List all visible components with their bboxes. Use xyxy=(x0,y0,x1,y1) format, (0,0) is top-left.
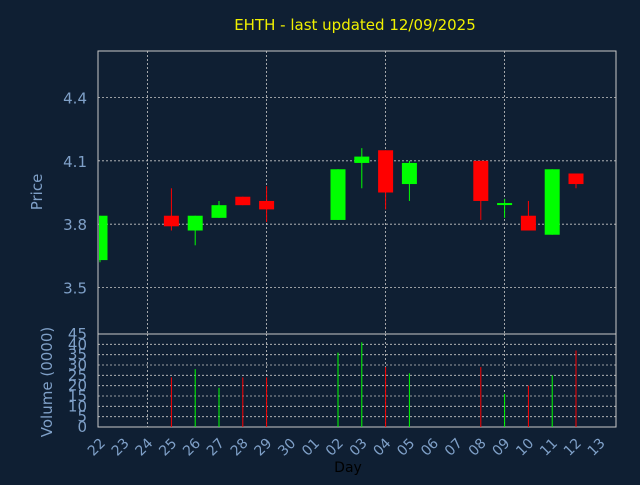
candle-body xyxy=(259,200,275,210)
volume-tick-label: 40 xyxy=(68,335,87,353)
volume-tick-label: 25 xyxy=(68,366,87,384)
volume-tick-label: 15 xyxy=(68,387,87,405)
candle-body xyxy=(568,173,584,185)
candles xyxy=(99,148,584,263)
volume-tick-label: 0 xyxy=(77,418,87,436)
price-tick-label: 3.5 xyxy=(63,280,87,298)
candle-body xyxy=(378,150,394,193)
candle-body xyxy=(99,215,108,261)
price-tick-label: 4.4 xyxy=(63,89,87,107)
volume-tick-label: 5 xyxy=(77,408,87,426)
candle-body xyxy=(544,169,560,235)
price-axis-label: Price xyxy=(28,174,46,211)
candle-body xyxy=(163,215,179,227)
volume-tick-label: 45 xyxy=(68,325,87,343)
candle-body xyxy=(473,160,489,201)
candle-body xyxy=(330,169,346,220)
volume-axis-label: Volume (0000) xyxy=(38,327,56,437)
price-tick-label: 3.8 xyxy=(63,216,87,234)
x-axis-label: Day xyxy=(334,460,362,476)
chart-title: EHTH - last updated 12/09/2025 xyxy=(234,16,476,34)
volume-tick-label: 20 xyxy=(68,377,87,395)
candle-body xyxy=(497,203,513,206)
candle-body xyxy=(187,215,203,231)
candle-body xyxy=(520,215,536,231)
volume-tick-label: 30 xyxy=(68,356,87,374)
volume-tick-label: 10 xyxy=(68,397,87,415)
price-tick-label: 4.1 xyxy=(63,153,87,171)
volume-bars xyxy=(170,342,577,427)
volume-panel-frame xyxy=(97,333,617,428)
candle-body xyxy=(235,196,251,206)
price-y-ticks: 3.5 3.8 4.1 4.4 xyxy=(63,89,87,297)
volume-tick-label: 35 xyxy=(68,346,87,364)
candle-body xyxy=(211,205,227,218)
candle-body xyxy=(354,156,370,163)
candle-body xyxy=(401,162,417,185)
